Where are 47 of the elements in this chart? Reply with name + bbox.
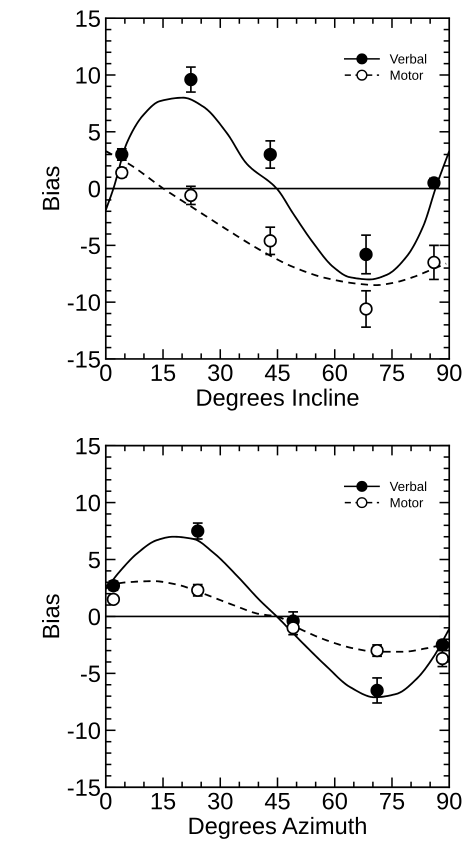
x-axis-title: Degrees Azimuth [190, 816, 366, 839]
point [264, 234, 277, 248]
y-axis-title: Bias [42, 594, 60, 638]
legend-label: Motor [390, 498, 424, 508]
x-tick-label: 45 [264, 364, 290, 382]
y-tick-label: 10 [76, 494, 100, 512]
y-tick-label: -10 [68, 722, 100, 740]
x-tick-label: 30 [208, 364, 232, 382]
y-tick-label: 0 [88, 180, 100, 198]
x-tick-label: 75 [380, 792, 404, 810]
point [106, 592, 120, 606]
y-tick-label: -5 [80, 238, 100, 254]
y-tick-label: -15 [68, 351, 100, 368]
y-tick-label: 15 [76, 438, 100, 454]
x-tick-label: 30 [208, 792, 232, 810]
point [184, 188, 198, 202]
point [427, 256, 441, 270]
y-tick-label: 5 [88, 124, 100, 141]
y-tick-label: 10 [76, 67, 100, 84]
x-tick-label: 0 [100, 364, 112, 382]
x-tick-label: 60 [322, 792, 347, 810]
point [436, 652, 449, 666]
y-axis-title: Bias [42, 166, 60, 210]
y-tick-label: 5 [88, 552, 100, 568]
y-tick-label: -10 [68, 294, 100, 311]
x-axis-title: Degrees Incline [197, 388, 358, 411]
point [286, 621, 300, 634]
point [370, 684, 384, 698]
legend-label: Verbal [390, 54, 426, 64]
x-tick-label: 90 [437, 364, 462, 382]
point [359, 248, 373, 262]
x-tick-label: 45 [264, 792, 290, 810]
x-tick-label: 60 [322, 364, 347, 382]
point [184, 72, 198, 86]
x-tick-label: 15 [152, 364, 176, 382]
y-tick-label: -15 [68, 780, 100, 796]
legend-label: Verbal [390, 481, 426, 492]
legend-label: Motor [390, 70, 424, 80]
y-tick-label: 0 [88, 608, 100, 626]
x-tick-label: 0 [100, 792, 112, 810]
x-tick-label: 15 [152, 792, 176, 810]
y-tick-label: -5 [80, 666, 100, 682]
point [264, 148, 277, 162]
point [359, 302, 373, 316]
x-tick-label: 75 [380, 364, 404, 382]
x-tick-label: 90 [437, 792, 462, 810]
y-tick-label: 15 [76, 10, 100, 27]
